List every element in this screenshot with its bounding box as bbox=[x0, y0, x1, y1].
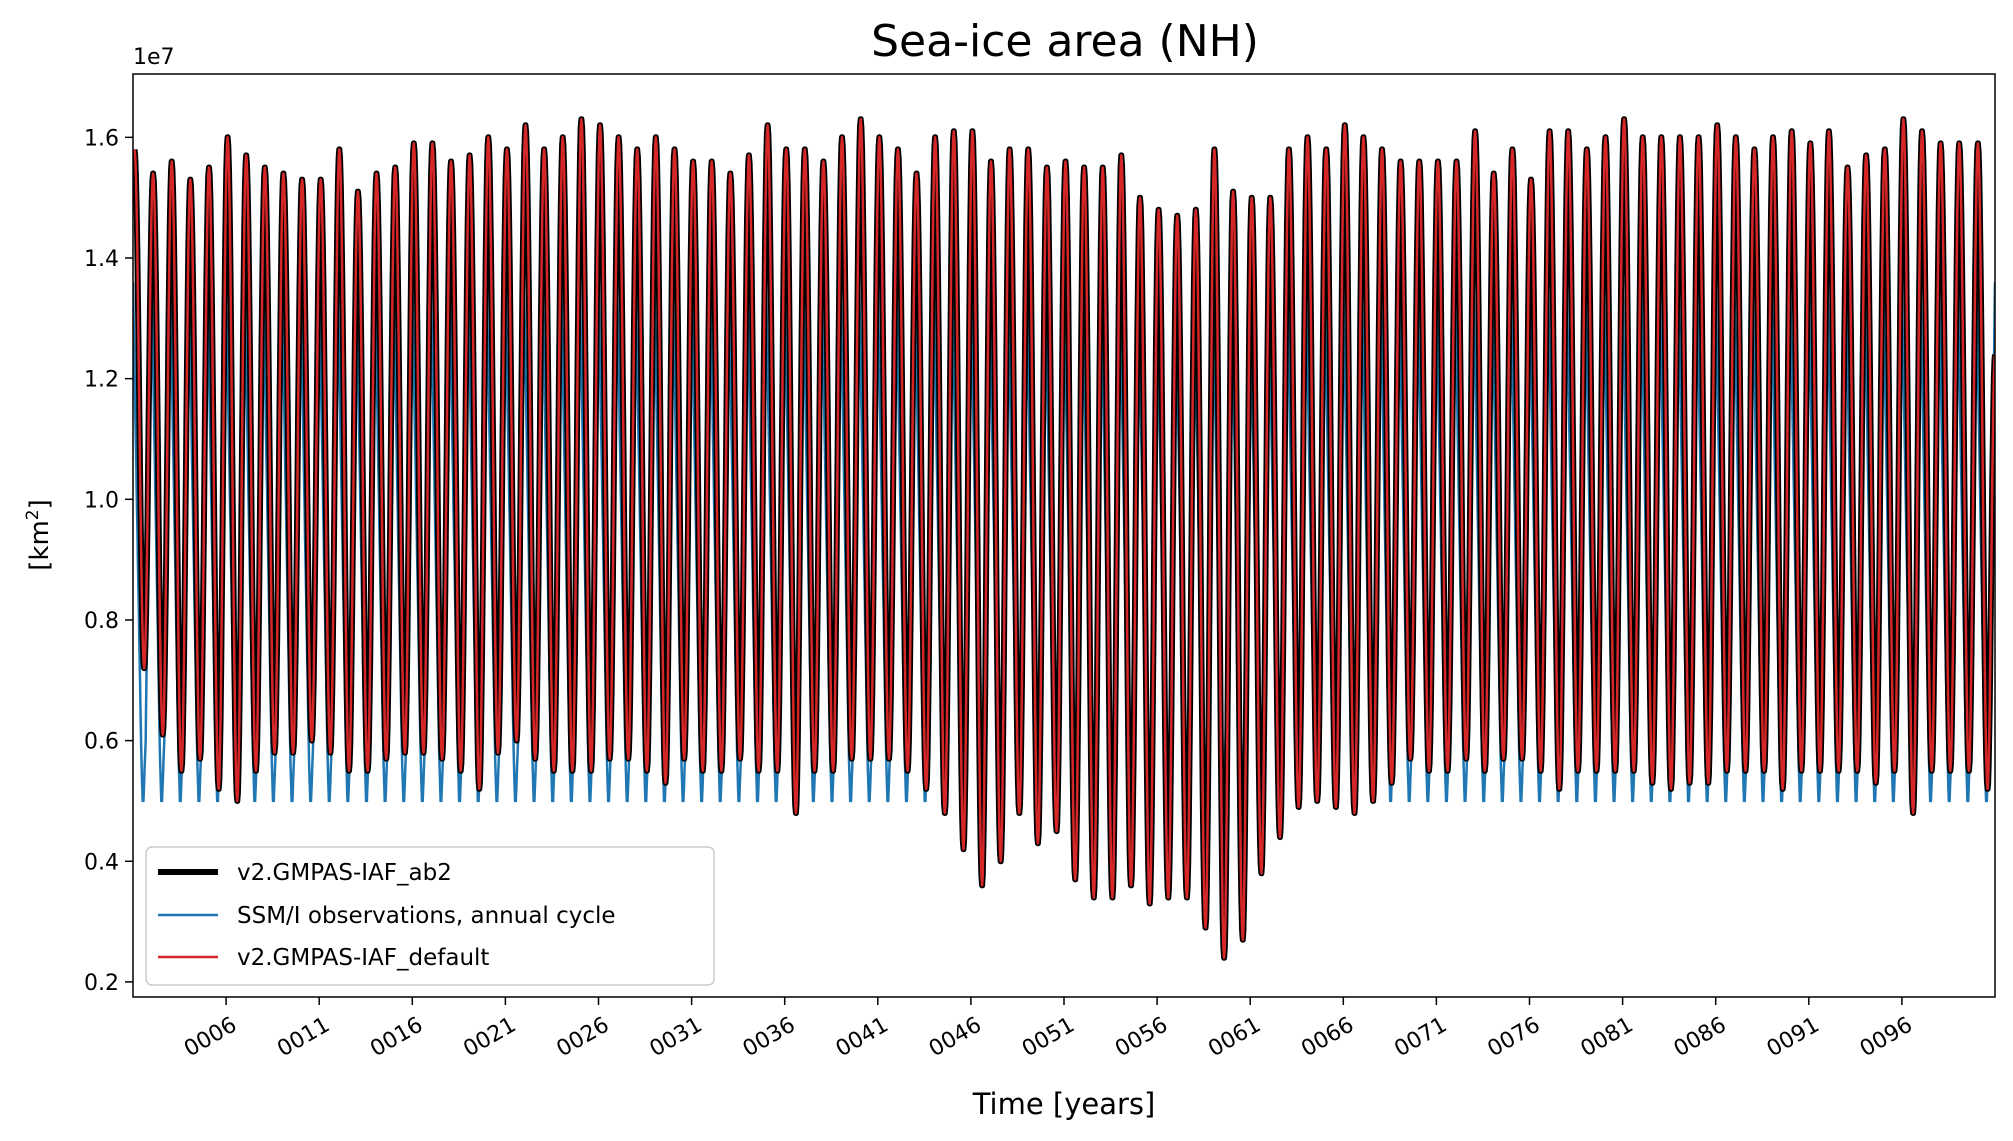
y-tick-label: 1.4 bbox=[84, 247, 119, 272]
y-axis-label: [km2] bbox=[23, 499, 55, 571]
legend-label-ab2: v2.GMPAS-IAF_ab2 bbox=[237, 860, 452, 886]
legend-label-observations: SSM/I observations, annual cycle bbox=[237, 903, 616, 929]
y-axis: 0.2 0.4 0.6 0.8 1.0 1.2 1.4 1.6 bbox=[84, 126, 133, 996]
y-tick-label: 0.8 bbox=[84, 609, 119, 634]
y-scale-label: 1e7 bbox=[133, 45, 175, 70]
y-tick-label: 1.0 bbox=[84, 488, 119, 513]
y-tick-label: 0.4 bbox=[84, 850, 119, 875]
y-axis-label-end: ] bbox=[25, 499, 55, 509]
series-default bbox=[133, 117, 1995, 960]
y-tick-label: 0.2 bbox=[84, 971, 119, 996]
legend: v2.GMPAS-IAF_ab2 SSM/I observations, ann… bbox=[145, 846, 715, 986]
legend-label-default: v2.GMPAS-IAF_default bbox=[237, 945, 489, 971]
y-axis-label-main: [km bbox=[25, 520, 55, 571]
x-axis-label: Time [years] bbox=[972, 1087, 1156, 1121]
plot-area bbox=[133, 116, 1995, 961]
y-tick-label: 1.6 bbox=[84, 126, 119, 151]
chart-title: Sea-ice area (NH) bbox=[871, 16, 1259, 67]
y-tick-label: 0.6 bbox=[84, 730, 119, 755]
y-tick-label: 1.2 bbox=[84, 368, 119, 393]
y-axis-label-sup: 2 bbox=[23, 509, 43, 520]
legend-box bbox=[145, 846, 715, 986]
